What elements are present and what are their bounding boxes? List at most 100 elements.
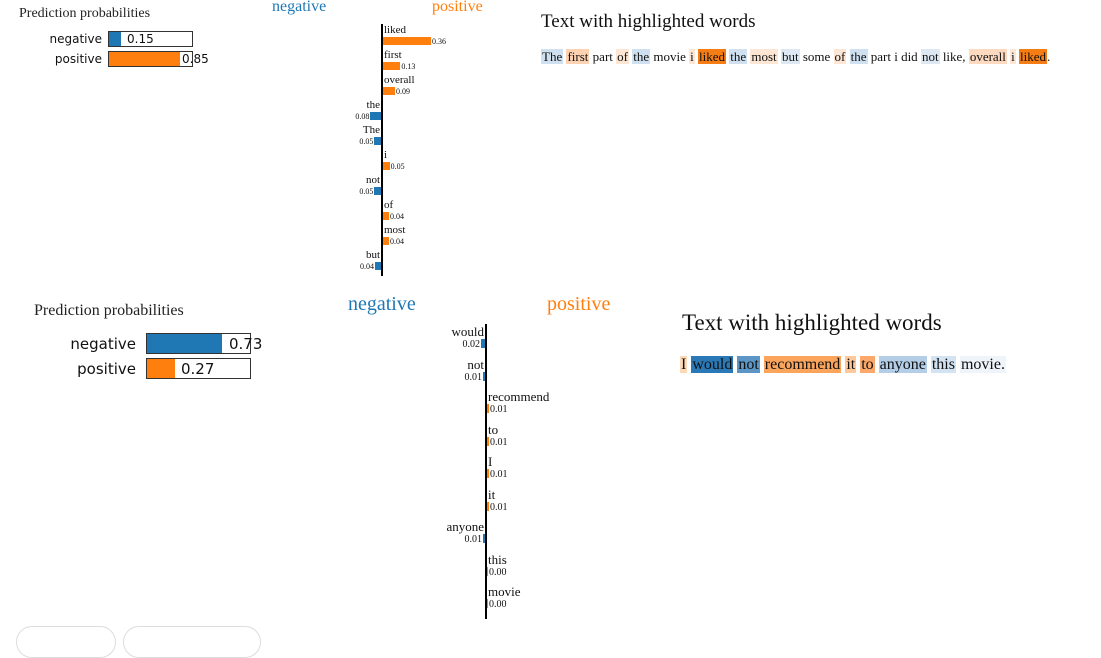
feature-value: 0.04: [360, 262, 374, 271]
text-title: Text with highlighted words: [541, 11, 756, 32]
highlighted-text: I would not recommend it to anyone this …: [680, 356, 1006, 374]
feature-word: i: [384, 149, 388, 161]
prob-value-positive: 0.85: [182, 52, 209, 66]
text-title: Text with highlighted words: [682, 310, 942, 335]
bottom-button-2[interactable]: [123, 626, 261, 658]
feature-bar: [374, 137, 381, 145]
feature-word: of: [384, 199, 394, 211]
feature-bar: [483, 534, 485, 543]
feature-bar: [487, 469, 489, 478]
highlighted-word: most: [750, 49, 778, 64]
highlighted-word: i: [689, 49, 695, 64]
prob-label-negative: negative: [70, 335, 136, 353]
feature-bar: [483, 371, 485, 381]
feature-word: I: [488, 454, 493, 469]
feature-value: 0.01: [490, 404, 508, 415]
plain-text: .: [1047, 49, 1051, 64]
highlighted-text: The first part of the movie i liked the …: [541, 49, 1050, 65]
highlighted-word: would: [691, 356, 734, 373]
feature-word: liked: [384, 24, 406, 36]
feature-value: 0.01: [464, 534, 483, 545]
highlighted-word: recommend: [763, 356, 842, 373]
plain-text: movie: [650, 49, 690, 64]
header-positive: positive: [547, 293, 611, 315]
highlighted-word: of: [616, 49, 629, 64]
feature-bar: [383, 237, 389, 245]
feature-weights-chart: would 0.02 not 0.01 recommend 0.01 to 0.01 I 0.01…: [390, 324, 590, 619]
header-negative: negative: [348, 293, 416, 315]
feature-value: 0.00: [489, 599, 507, 610]
feature-bar: [487, 436, 489, 446]
feature-value: 0.08: [355, 112, 370, 121]
feature-bar: [487, 501, 489, 511]
feature-value: 0.01: [464, 371, 483, 383]
highlighted-word: of: [833, 49, 847, 64]
highlighted-word: first: [566, 49, 590, 64]
highlighted-word: The: [541, 49, 564, 64]
feature-value: 0.01: [490, 436, 508, 448]
plain-text: like,: [939, 49, 969, 64]
highlighted-word: not: [737, 356, 760, 373]
explanation-2: Prediction probabilities negative 0.73 p…: [0, 290, 1101, 620]
feature-value: 0.04: [390, 212, 404, 221]
prediction-title: Prediction probabilities: [19, 6, 151, 21]
prob-fill-negative: [147, 334, 223, 353]
feature-word: first: [384, 49, 402, 61]
feature-word: to: [488, 421, 499, 437]
feature-bar: [383, 62, 401, 70]
highlighted-word: the: [632, 49, 651, 64]
feature-bar: [383, 212, 389, 220]
prob-value-negative: 0.73: [229, 335, 263, 353]
feature-word: recommend: [488, 389, 550, 404]
feature-word: most: [384, 224, 406, 236]
prob-label-positive: positive: [54, 52, 102, 66]
plain-text: part i did: [867, 49, 921, 64]
highlighted-word: the: [729, 49, 748, 64]
feature-word: anyone: [446, 519, 484, 534]
feature-bar: [383, 87, 395, 95]
header-positive: positive: [432, 0, 483, 15]
highlighted-word: it: [845, 356, 857, 373]
feature-word: it: [488, 486, 496, 502]
feature-bar: [481, 339, 485, 348]
highlighted-word: anyone: [878, 356, 927, 373]
feature-bar: [487, 566, 488, 576]
feature-value: 0.01: [490, 469, 508, 480]
feature-axis: [485, 324, 487, 619]
feature-value: 0.04: [390, 237, 404, 246]
feature-value: 0.05: [359, 187, 374, 196]
feature-value: 0.36: [432, 37, 446, 46]
feature-value: 0.01: [490, 501, 508, 513]
plain-text: part: [589, 49, 617, 64]
feature-word: but: [365, 249, 380, 261]
highlighted-word: the: [849, 49, 868, 64]
prob-bar-negative: 0.73: [146, 333, 262, 354]
feature-bar: [383, 37, 431, 45]
prob-bar-positive: 0.85: [108, 51, 209, 67]
feature-word: movie: [488, 584, 521, 599]
highlighted-word: movie.: [959, 356, 1006, 373]
feature-word: not: [365, 174, 380, 186]
prob-value-negative: 0.15: [127, 32, 154, 46]
highlighted-word: liked: [698, 49, 726, 64]
highlighted-word: overall: [968, 49, 1007, 64]
feature-word: this: [488, 551, 507, 567]
prediction-title: Prediction probabilities: [34, 302, 184, 319]
prob-label-positive: positive: [77, 360, 136, 378]
prob-bar-positive: 0.27: [146, 358, 251, 379]
highlighted-word: but: [780, 49, 800, 64]
highlighted-word: not: [920, 49, 940, 64]
feature-bar: [487, 599, 488, 608]
prob-value-positive: 0.27: [181, 360, 215, 378]
feature-bar: [375, 262, 381, 270]
prob-label-negative: negative: [49, 32, 102, 46]
highlighted-word: i: [1010, 49, 1016, 64]
header-negative: negative: [272, 0, 327, 15]
prob-fill-positive: [109, 52, 180, 66]
feature-value: 0.02: [462, 339, 481, 350]
feature-weights-chart: liked 0.36 first 0.13 overall 0.09 the 0.08 The 0…: [260, 24, 500, 284]
prob-fill-positive: [147, 359, 175, 378]
bottom-button-1[interactable]: [16, 626, 116, 658]
feature-axis: [381, 24, 383, 276]
highlighted-word: this: [930, 356, 956, 373]
